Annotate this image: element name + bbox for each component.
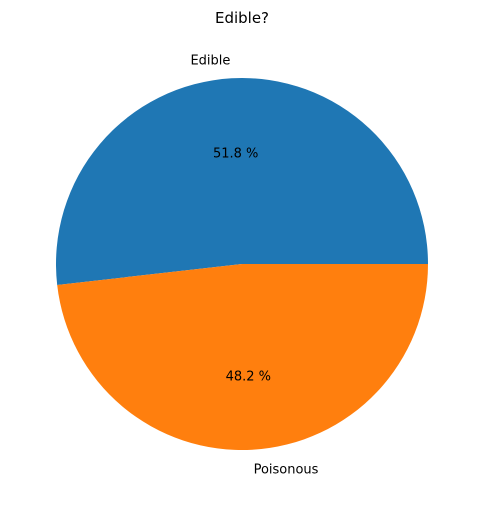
pie-labels: 51.8 % Edible 48.2 % Poisonous — [190, 54, 318, 478]
chart-title: Edible? — [215, 9, 269, 27]
pie-slice-edible — [55, 77, 429, 285]
pct-label-edible: 51.8 % — [213, 147, 258, 162]
pie-slice-poisonous — [57, 264, 429, 450]
slice-label-poisonous: Poisonous — [254, 462, 319, 477]
slice-label-edible: Edible — [190, 54, 230, 69]
pie-slices — [55, 77, 429, 450]
pct-label-poisonous: 48.2 % — [226, 369, 271, 384]
